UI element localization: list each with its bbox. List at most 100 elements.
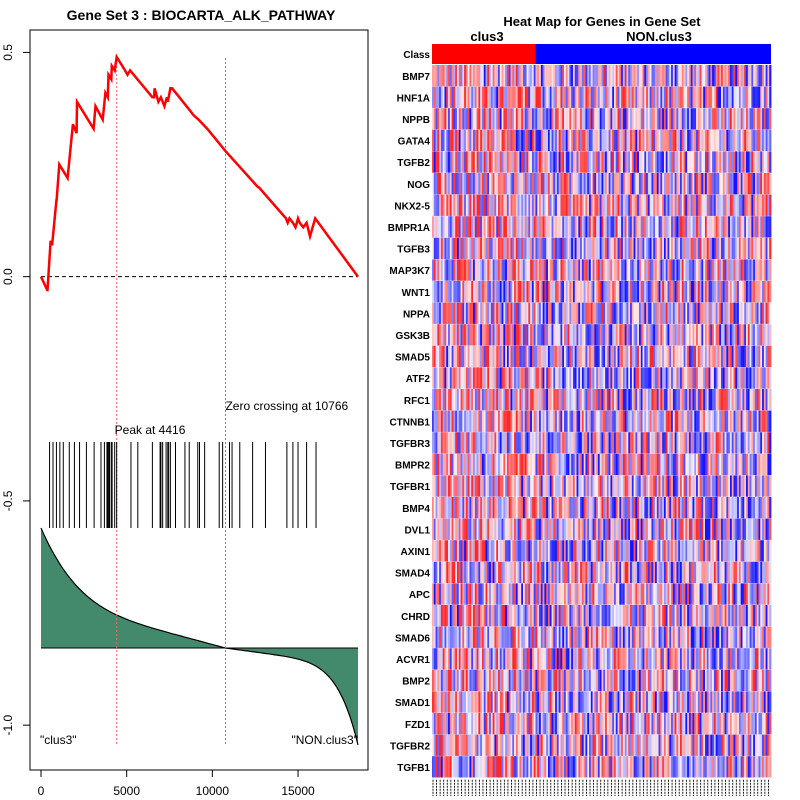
heatmap-cell [658, 151, 661, 173]
heatmap-cell [756, 151, 759, 173]
heatmap-cell [492, 108, 495, 130]
heatmap-cell [754, 108, 758, 130]
heatmap-cell [662, 216, 665, 238]
heatmap-cell [738, 108, 742, 130]
heatmap-cell [522, 605, 526, 627]
heatmap-cell [556, 605, 560, 627]
heatmap-cell [642, 65, 645, 87]
heatmap-cell [606, 497, 610, 519]
heatmap-cell [474, 259, 477, 281]
heatmap-cell [596, 108, 599, 130]
heatmap-cell [528, 561, 531, 584]
heatmap-cell [738, 324, 742, 346]
heatmap-cell [762, 259, 765, 281]
heatmap-cell [460, 108, 463, 130]
heatmap-cell [669, 410, 672, 432]
heatmap-cell [439, 561, 442, 584]
heatmap-cell [558, 583, 561, 605]
heatmap-cell [432, 194, 435, 216]
heatmap-cell [522, 151, 526, 173]
heatmap-cell [587, 108, 590, 130]
heatmap-cell [601, 345, 604, 368]
heatmap-cell [613, 151, 617, 173]
heatmap-cell [498, 540, 501, 562]
ranked-metric-area [40, 527, 359, 746]
heatmap-cell [537, 173, 540, 195]
heatmap-cell [628, 540, 631, 562]
heatmap-cell [435, 410, 438, 432]
heatmap-cell [667, 65, 670, 87]
heatmap-cell [535, 367, 538, 389]
heatmap-cell [669, 518, 672, 540]
heatmap-cell [553, 129, 556, 152]
heatmap-cell [626, 605, 629, 627]
heatmap-cell [649, 540, 652, 562]
heatmap-cell [608, 345, 611, 368]
heatmap-cell [669, 389, 672, 411]
heatmap-cell [669, 324, 672, 346]
heatmap-cell [688, 259, 692, 281]
heatmap-cell [521, 605, 524, 627]
heatmap-cell [647, 108, 651, 130]
heatmap-cell [510, 194, 513, 216]
heatmap-cell [515, 108, 519, 130]
heatmap-cell [733, 518, 736, 540]
heatmap-cell [562, 605, 565, 627]
heatmap-cell [594, 540, 597, 562]
heatmap-cell [671, 497, 674, 519]
heatmap-cell [580, 65, 583, 87]
heatmap-cell [742, 432, 745, 454]
heatmap-cell [471, 410, 474, 432]
heatmap-cell [738, 302, 742, 324]
heatmap-cell [760, 259, 763, 281]
heatmap-cell [676, 86, 679, 108]
heatmap-cell [583, 173, 586, 195]
heatmap-cell [433, 367, 436, 389]
heatmap-cell [733, 475, 736, 497]
heatmap-cell [599, 583, 602, 605]
heatmap-cell [446, 561, 449, 584]
heatmap-cell [469, 65, 472, 87]
heatmap-cell [649, 453, 652, 476]
heatmap-cell [583, 367, 586, 389]
heatmap-cell [571, 389, 574, 411]
heatmap-cell [617, 281, 620, 303]
heatmap-cell [524, 302, 527, 324]
heatmap-cell [719, 194, 722, 216]
heatmap-cell [580, 237, 583, 260]
heatmap-cell [731, 583, 734, 605]
heatmap-cell [549, 129, 552, 152]
heatmap-cell [690, 389, 693, 411]
heatmap-cell [719, 518, 722, 540]
heatmap-cell [669, 367, 672, 389]
heatmap-cell [692, 237, 695, 260]
heatmap-cell [630, 583, 633, 605]
heatmap-cell [703, 151, 706, 173]
heatmap-cell [687, 367, 690, 389]
heatmap-cell [473, 216, 476, 238]
heatmap-cell [699, 561, 702, 584]
heatmap-cell [580, 345, 583, 368]
heatmap-cell [448, 540, 451, 562]
heatmap-cell [581, 216, 585, 238]
heatmap-cell [599, 129, 602, 152]
heatmap-cell [753, 259, 756, 281]
heatmap-cell [476, 281, 479, 303]
heatmap-cell [647, 432, 651, 454]
enrichment-plot: Gene Set 3 : BIOCARTA_ALK_PATHWAY 0 5000 1… [1, 7, 369, 798]
heatmap-cell [647, 194, 651, 216]
heatmap-cell [553, 583, 556, 605]
heatmap-cell [437, 216, 440, 238]
heatmap-cell [503, 194, 506, 216]
heatmap-cell [603, 65, 606, 87]
heatmap-cell [646, 86, 649, 108]
heatmap-cell [740, 518, 743, 540]
heatmap-cell [590, 281, 593, 303]
heatmap-cell [713, 259, 717, 281]
heatmap-cell [622, 302, 626, 324]
heatmap-cell [697, 281, 701, 303]
heatmap-cell [555, 432, 558, 454]
heatmap-cell [603, 129, 606, 152]
heatmap-cell [444, 281, 447, 303]
heatmap-cell [524, 237, 527, 260]
